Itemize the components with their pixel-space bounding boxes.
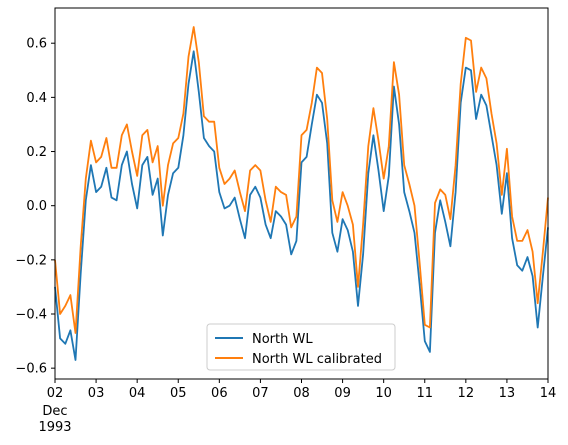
x-tick-sublabel: Dec	[42, 404, 67, 419]
x-tick-label: 08	[293, 386, 310, 401]
x-tick-label: 09	[334, 386, 351, 401]
legend-box	[206, 323, 396, 371]
x-tick-label: 04	[129, 386, 146, 401]
y-tick-label: 0.2	[26, 145, 47, 160]
y-axis: −0.6 −0.4 −0.2 0.0 0.2 0.4 0.6	[15, 37, 55, 377]
x-tick-label: 03	[88, 386, 105, 401]
y-tick-label: 0.4	[26, 91, 47, 106]
x-tick-label: 02	[47, 386, 64, 401]
x-tick-label: 07	[252, 386, 269, 401]
x-tick-label: 13	[499, 386, 516, 401]
x-tick-label: 12	[458, 386, 475, 401]
x-tick-label: 14	[540, 386, 557, 401]
series-line-north-wl-calibrated	[54, 26, 549, 334]
legend: North WL North WL calibrated	[206, 323, 396, 371]
legend-label-north-wl: North WL	[252, 332, 313, 347]
series-line-north-wl	[54, 50, 549, 361]
x-tick-label: 06	[211, 386, 228, 401]
x-tick-sublabel: 1993	[38, 420, 71, 435]
y-tick-label: −0.6	[15, 362, 47, 377]
x-tick-label: 05	[170, 386, 187, 401]
y-tick-label: −0.2	[15, 253, 47, 268]
x-tick-label: 11	[416, 386, 433, 401]
y-tick-label: −0.4	[15, 308, 47, 323]
legend-label-north-wl-calibrated: North WL calibrated	[252, 352, 382, 367]
series-lines	[54, 26, 549, 361]
x-tick-label: 10	[375, 386, 392, 401]
y-tick-label: 0.6	[26, 37, 47, 52]
y-tick-label: 0.0	[26, 199, 47, 214]
